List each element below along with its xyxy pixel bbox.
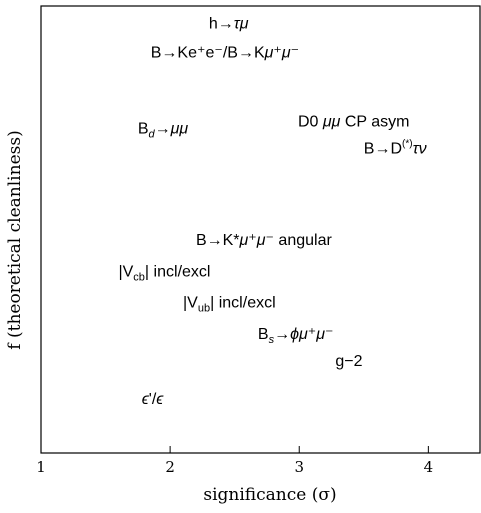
- data-labels: h→τμ B→Ke⁺e⁻/B→Kμ⁺μ⁻ Bd​→μμ D0 μμ CP asym B→…: [118, 15, 426, 407]
- data-point-label: g−2: [335, 353, 362, 370]
- x-tick-label: 2: [165, 458, 175, 476]
- y-axis-label: f (theoretical cleanliness): [5, 130, 25, 349]
- data-point-label: h→τμ: [209, 15, 249, 32]
- plot-frame: [40, 5, 481, 454]
- data-point-label: Bd​→μμ: [138, 120, 189, 140]
- x-tick-label: 4: [424, 458, 434, 476]
- x-axis-ticks: 1 2 3 4: [36, 446, 433, 476]
- data-point-label: B→K*μ⁺μ⁻ angular: [196, 232, 333, 249]
- data-point-label: |Vub​| incl/excl: [183, 295, 276, 315]
- x-tick-label: 3: [294, 458, 304, 476]
- data-point-label: Bs​→ϕμ⁺μ⁻: [258, 326, 334, 346]
- data-point-label: B→Ke⁺e⁻/B→Kμ⁺μ⁻: [151, 44, 299, 61]
- x-tick-label: 1: [36, 458, 46, 476]
- data-point-label: D0 μμ CP asym: [298, 114, 410, 131]
- x-axis-label: significance (σ): [203, 485, 336, 505]
- data-point-label: ϵ'/ϵ: [142, 391, 165, 408]
- data-point-label: B→D(*)​τν: [364, 139, 427, 158]
- data-point-label: |Vcb​| incl/excl: [118, 263, 210, 283]
